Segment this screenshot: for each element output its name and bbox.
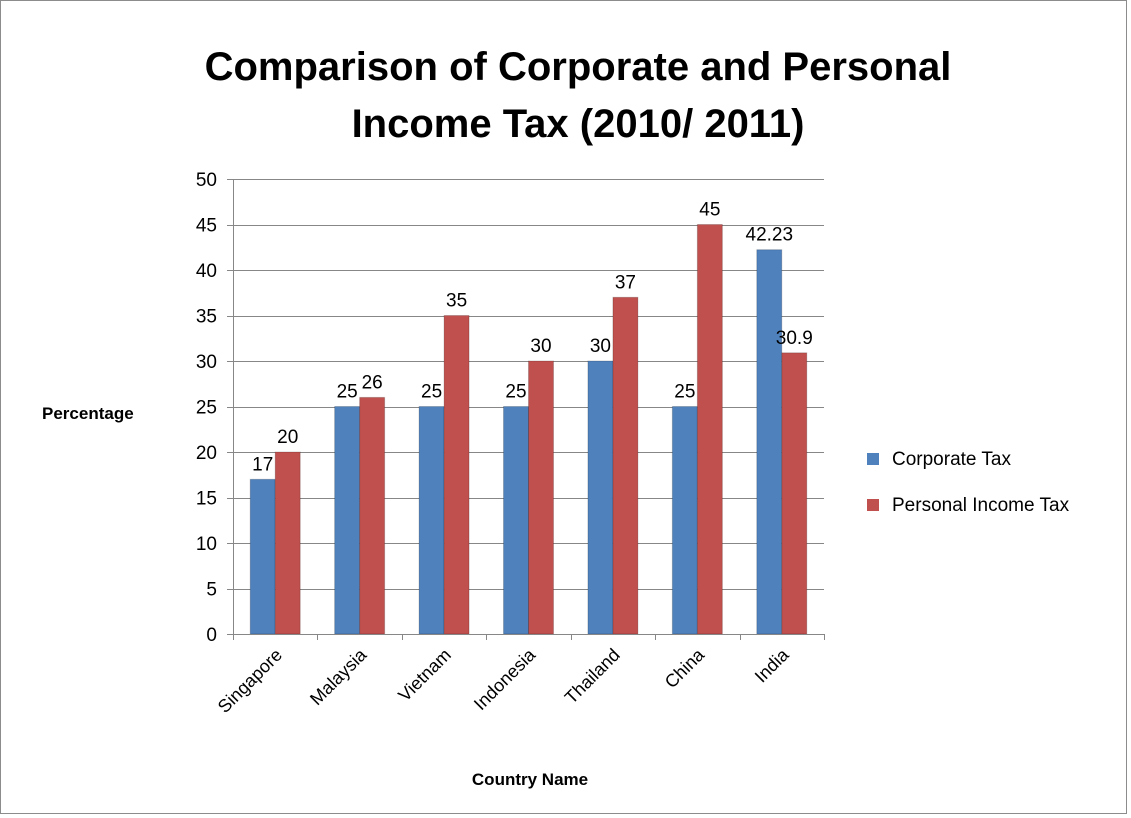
x-tick-label: China <box>661 644 709 692</box>
y-tick-label: 10 <box>196 534 217 555</box>
data-label: 17 <box>252 454 273 475</box>
bar-personal <box>443 315 470 635</box>
legend-swatch-corporate <box>867 453 879 465</box>
y-tick-label: 40 <box>196 261 217 282</box>
axes <box>227 179 825 640</box>
legend-label: Corporate Tax <box>892 449 1011 470</box>
y-tick-label: 30 <box>196 352 217 373</box>
legend-swatch-personal <box>867 499 879 511</box>
x-tick-label: Thailand <box>561 645 624 708</box>
x-axis-title: Country Name <box>472 770 588 789</box>
bar-corporate <box>249 478 276 635</box>
bar-corporate <box>334 406 361 635</box>
x-tick-labels: Singapore Malaysia Vietnam Indonesia Thailan… <box>214 644 793 717</box>
bar-corporate <box>671 406 698 635</box>
chart-title-line-2: Income Tax (2010/ 2011) <box>352 102 805 146</box>
data-label: 30.9 <box>776 328 813 349</box>
x-tick-label: Indonesia <box>470 644 540 714</box>
data-label: 30 <box>590 336 611 357</box>
bar-corporate <box>587 360 614 635</box>
x-tick-label: Singapore <box>214 645 286 717</box>
data-label: 42.23 <box>746 225 794 246</box>
data-label: 26 <box>362 372 383 393</box>
bar-personal <box>696 224 723 635</box>
y-tick-label: 35 <box>196 307 217 328</box>
y-tick-label: 25 <box>196 398 217 419</box>
bars <box>249 224 808 635</box>
bar-corporate <box>418 406 445 635</box>
y-tick-label: 5 <box>206 580 217 601</box>
bar-personal <box>274 451 301 635</box>
y-tick-labels: 0 5 10 15 20 25 30 35 40 45 50 <box>196 170 217 646</box>
bar-personal <box>612 296 639 635</box>
bar-corporate <box>756 249 783 635</box>
y-tick-label: 0 <box>206 625 217 646</box>
x-tick-label: Vietnam <box>394 645 455 706</box>
bar-personal <box>781 352 808 635</box>
bar-corporate <box>503 406 529 635</box>
bar-personal <box>359 396 386 635</box>
data-label: 20 <box>277 427 298 448</box>
y-tick-label: 15 <box>196 489 217 510</box>
data-label: 37 <box>615 272 636 293</box>
data-label: 25 <box>505 382 526 403</box>
x-tick-label: India <box>751 644 793 686</box>
chart-title-line-1: Comparison of Corporate and Personal <box>205 45 952 89</box>
y-axis-title: Percentage <box>42 404 134 423</box>
x-tick-label: Malaysia <box>306 644 371 709</box>
y-tick-label: 50 <box>196 170 217 191</box>
data-label: 35 <box>446 291 467 312</box>
data-label: 25 <box>674 382 695 403</box>
data-label: 30 <box>530 336 551 357</box>
data-labels: 17 25 25 25 30 25 42.23 20 26 35 30 37 45 30.9 <box>252 200 813 476</box>
data-label: 25 <box>337 382 358 403</box>
y-tick-label: 20 <box>196 443 217 464</box>
bar-personal <box>528 360 554 635</box>
y-tick-label: 45 <box>196 216 217 237</box>
data-label: 25 <box>421 382 442 403</box>
legend-label: Personal Income Tax <box>892 495 1070 516</box>
data-label: 45 <box>699 200 720 221</box>
legend: Corporate Tax Personal Income Tax <box>867 449 1070 516</box>
